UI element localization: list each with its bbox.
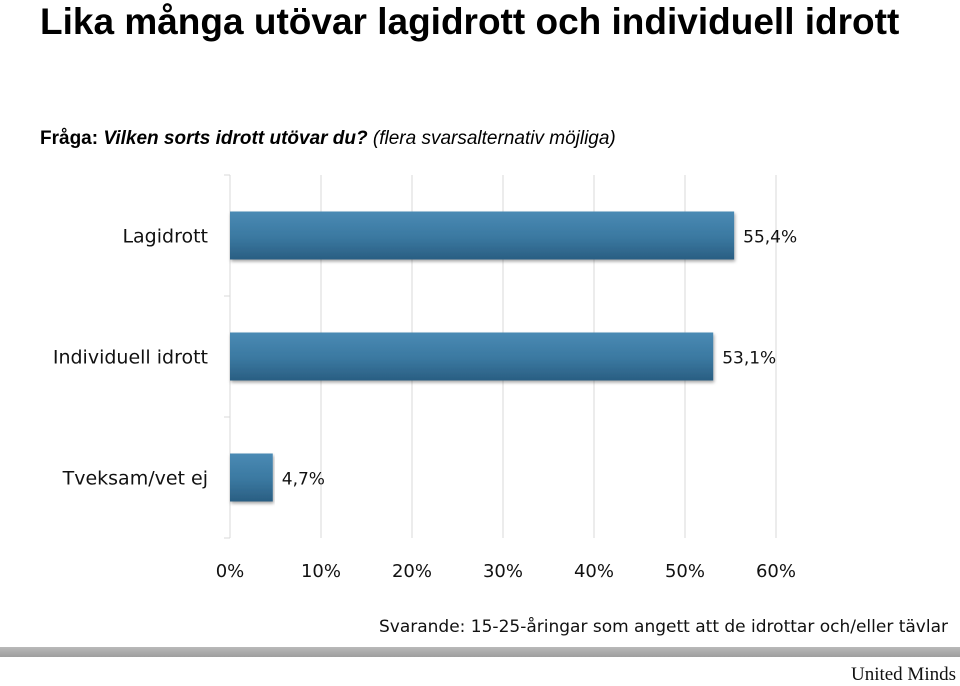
x-tick-label: 10% [301,561,341,582]
category-label: Lagidrott [122,226,208,248]
respondents-note: Svarande: 15-25-åringar som angett att d… [378,617,948,637]
bar-chart: 0% 10% 20% 30% 40% 50% 60% Lagidrott 55,4% Indivi… [53,174,797,583]
question-text: Vilken sorts idrott utövar du? [103,128,368,149]
value-label: 4,7% [282,470,325,490]
footer-divider [0,647,960,657]
value-label: 53,1% [722,349,776,369]
labels: 0% 10% 20% 30% 40% 50% 60% Lagidrott 55,4% Indivi… [53,226,797,583]
chart-title: Lika många utövar lagidrott och individu… [40,1,900,42]
x-tick-label: 40% [574,561,614,582]
bar [230,453,273,502]
question-note: (flera svarsalternativ möjliga) [372,128,616,149]
x-tick-label: 0% [216,561,245,582]
x-tick-label: 30% [483,561,523,582]
bar [230,211,735,260]
value-label: 55,4% [743,228,797,248]
category-label: Individuell idrott [53,347,208,369]
x-tick-label: 20% [392,561,432,582]
bar [230,332,714,381]
x-tick-label: 60% [756,561,796,582]
question-label: Fråga: [40,128,99,149]
category-label: Tveksam/vet ej [62,468,208,490]
bars [230,211,735,502]
brand-logo: United Minds [850,664,956,685]
x-tick-label: 50% [665,561,705,582]
question-line: Fråga: Vilken sorts idrott utövar du? (f… [40,128,616,150]
